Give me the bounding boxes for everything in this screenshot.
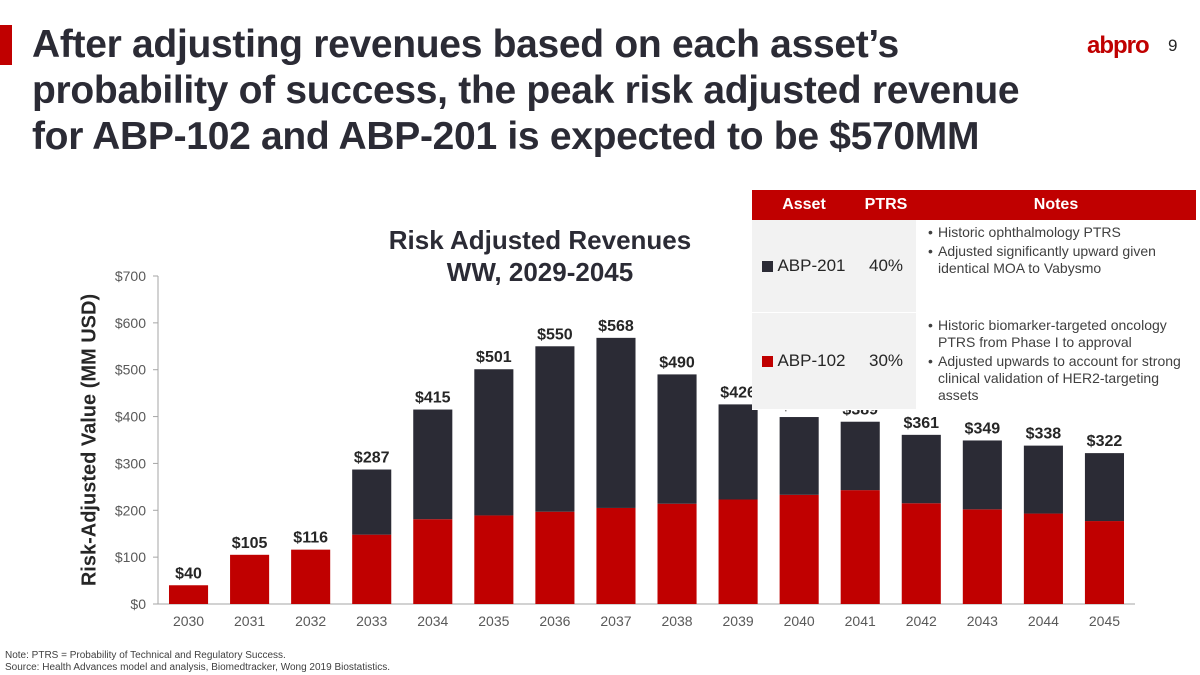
bar-abp-201 bbox=[535, 346, 575, 512]
y-tick-label: $100 bbox=[115, 549, 146, 565]
notes-cell: Historic ophthalmology PTRS Adjusted sig… bbox=[916, 220, 1196, 312]
x-tick-label: 2040 bbox=[784, 613, 815, 629]
bar-abp-201 bbox=[840, 421, 880, 491]
footnotes: Note: PTRS = Probability of Technical an… bbox=[5, 650, 390, 674]
header-notes: Notes bbox=[1033, 196, 1079, 213]
note-item: Historic biomarker-targeted oncology PTR… bbox=[928, 317, 1192, 351]
table-row-abp-102: ABP-102 30% Historic biomarker-targeted … bbox=[752, 313, 1196, 410]
bar-total-label: $415 bbox=[415, 390, 451, 407]
table-header-row: Asset PTRS Notes bbox=[752, 190, 1196, 220]
bar-abp-201 bbox=[1023, 445, 1063, 514]
bar-total-label: $322 bbox=[1087, 433, 1123, 450]
note-item: Adjusted significantly upward given iden… bbox=[928, 243, 1192, 277]
bar-abp-201 bbox=[962, 440, 1002, 510]
bar-abp-102 bbox=[474, 515, 514, 604]
y-axis-label: Risk-Adjusted Value (MM USD) bbox=[78, 293, 101, 587]
asset-cell: ABP-102 bbox=[752, 313, 856, 409]
chart-title: Risk Adjusted Revenues WW, 2029-2045 bbox=[360, 224, 720, 288]
bar-abp-102 bbox=[962, 509, 1002, 604]
bar-abp-201 bbox=[718, 404, 758, 500]
header-asset: Asset bbox=[782, 196, 826, 213]
bar-total-label: $287 bbox=[354, 450, 390, 467]
bar-total-label: $550 bbox=[537, 326, 573, 343]
bar-total-label: $349 bbox=[965, 420, 1001, 437]
table-row-abp-201: ABP-201 40% Historic ophthalmology PTRS … bbox=[752, 220, 1196, 313]
x-tick-label: 2033 bbox=[356, 613, 387, 629]
x-tick-label: 2043 bbox=[967, 613, 998, 629]
bar-abp-201 bbox=[413, 409, 453, 520]
x-tick-label: 2038 bbox=[661, 613, 692, 629]
y-tick-label: $400 bbox=[115, 409, 146, 425]
asset-cell: ABP-201 bbox=[752, 220, 856, 312]
bar-abp-102 bbox=[168, 585, 209, 604]
bar-abp-201 bbox=[596, 337, 636, 508]
bar-abp-201 bbox=[1084, 453, 1125, 522]
bar-total-label: $501 bbox=[476, 349, 512, 366]
bar-abp-102 bbox=[413, 519, 453, 604]
ptrs-cell: 40% bbox=[868, 256, 904, 275]
bar-total-label: $361 bbox=[903, 415, 939, 432]
chart-title-line-1: Risk Adjusted Revenues bbox=[388, 225, 692, 255]
bar-total-label: $426 bbox=[720, 384, 756, 401]
note-item: Historic ophthalmology PTRS bbox=[928, 224, 1192, 241]
bar-abp-201 bbox=[779, 417, 819, 495]
x-tick-label: 2034 bbox=[417, 613, 448, 629]
header-ptrs: PTRS bbox=[864, 196, 908, 213]
bar-total-label: $490 bbox=[659, 354, 695, 371]
x-tick-label: 2037 bbox=[600, 613, 631, 629]
bar-abp-102 bbox=[1084, 521, 1125, 604]
x-tick-label: 2036 bbox=[539, 613, 570, 629]
x-tick-label: 2039 bbox=[723, 613, 754, 629]
footnote-note: Note: PTRS = Probability of Technical an… bbox=[5, 650, 286, 661]
x-tick-label: 2030 bbox=[173, 613, 204, 629]
bar-abp-201 bbox=[474, 369, 514, 516]
title-accent-bar bbox=[0, 25, 12, 65]
chart-title-line-2: WW, 2029-2045 bbox=[446, 257, 634, 287]
asset-name: ABP-201 bbox=[777, 256, 846, 275]
y-tick-label: $200 bbox=[115, 502, 146, 518]
y-tick-label: $0 bbox=[130, 596, 146, 612]
bar-abp-201 bbox=[901, 434, 941, 504]
x-tick-label: 2041 bbox=[845, 613, 876, 629]
bar-abp-102 bbox=[352, 534, 392, 604]
bar-total-label: $338 bbox=[1026, 426, 1062, 443]
bar-abp-102 bbox=[291, 549, 331, 604]
bar-abp-102 bbox=[718, 499, 758, 604]
x-tick-label: 2045 bbox=[1089, 613, 1120, 629]
bar-abp-102 bbox=[901, 503, 941, 604]
bar-total-label: $568 bbox=[598, 318, 634, 335]
x-tick-label: 2035 bbox=[478, 613, 509, 629]
y-tick-label: $300 bbox=[115, 455, 146, 471]
abp-201-swatch bbox=[762, 260, 774, 272]
bar-abp-102 bbox=[657, 503, 697, 604]
note-item: Adjusted upwards to account for strong c… bbox=[928, 353, 1192, 404]
y-tick-label: $600 bbox=[115, 315, 146, 331]
slide-title: After adjusting revenues based on each a… bbox=[32, 23, 1020, 158]
y-tick-label: $500 bbox=[115, 362, 146, 378]
ptrs-table: Asset PTRS Notes ABP-201 40% Historic op… bbox=[752, 190, 1196, 410]
bar-abp-201 bbox=[352, 469, 392, 535]
bar-total-label: $40 bbox=[175, 565, 202, 582]
x-tick-label: 2031 bbox=[234, 613, 265, 629]
bar-abp-102 bbox=[779, 494, 819, 604]
bar-abp-201 bbox=[657, 374, 697, 504]
ptrs-cell: 30% bbox=[868, 351, 904, 370]
x-tick-label: 2044 bbox=[1028, 613, 1059, 629]
x-tick-label: 2042 bbox=[906, 613, 937, 629]
y-tick-label: $700 bbox=[115, 268, 146, 284]
asset-name: ABP-102 bbox=[777, 351, 846, 370]
bar-abp-102 bbox=[230, 554, 270, 604]
page-number: 9 bbox=[1168, 36, 1178, 55]
bar-abp-102 bbox=[1023, 513, 1063, 604]
bar-abp-102 bbox=[840, 490, 880, 604]
bar-total-label: $105 bbox=[232, 535, 268, 552]
abp-102-swatch bbox=[762, 355, 774, 367]
bar-abp-102 bbox=[535, 511, 575, 604]
x-tick-label: 2032 bbox=[295, 613, 326, 629]
footnote-source: Source: Health Advances model and analys… bbox=[5, 662, 391, 673]
bar-abp-102 bbox=[596, 507, 636, 604]
abpro-logo: abpro bbox=[1087, 32, 1150, 59]
bar-total-label: $116 bbox=[293, 530, 328, 547]
notes-cell: Historic biomarker-targeted oncology PTR… bbox=[916, 313, 1196, 409]
